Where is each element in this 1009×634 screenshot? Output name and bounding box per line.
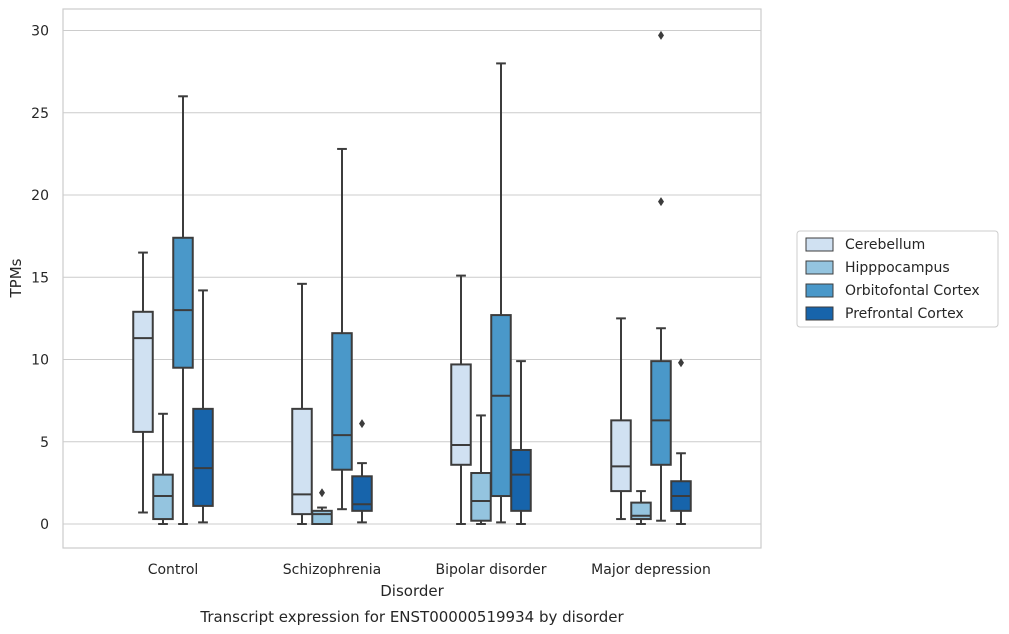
box-group	[510, 360, 532, 525]
plot-frame	[62, 8, 762, 549]
x-tick-label: Control	[148, 562, 199, 578]
box-group	[470, 414, 492, 525]
box-group	[152, 412, 174, 525]
box-group	[192, 289, 214, 524]
x-tick-labels: Control Schizophrenia Bipolar disorder Majo…	[148, 562, 711, 578]
box	[470, 472, 492, 522]
box	[132, 310, 154, 433]
box	[351, 475, 373, 512]
box	[490, 314, 512, 498]
outlier-point	[678, 358, 684, 368]
box	[311, 509, 333, 525]
legend-label: Prefrontal Cortex	[845, 306, 964, 322]
x-axis-label: Disorder	[380, 582, 444, 600]
outlier-point	[658, 197, 664, 207]
chart-caption: Transcript expression for ENST0000051993…	[199, 608, 624, 626]
legend-label: Cerebellum	[845, 237, 925, 253]
y-axis-label: TPMs	[7, 258, 25, 298]
y-tick-label: 15	[31, 270, 49, 286]
y-tick-label: 5	[40, 435, 49, 451]
legend: Cerebellum Hipppocampus Orbitofontal Corte…	[796, 230, 999, 328]
x-tick-label: Bipolar disorder	[435, 562, 546, 578]
box-group	[450, 274, 472, 525]
box	[291, 407, 313, 516]
outlier-point	[658, 30, 664, 40]
y-tick-labels: 0 5 10 15 20 25 30	[31, 24, 49, 534]
legend-swatch	[805, 260, 834, 275]
legend-frame	[796, 230, 999, 328]
box-group	[331, 147, 353, 511]
box-group	[670, 358, 692, 525]
box-group	[291, 282, 313, 525]
legend-swatch	[805, 306, 834, 321]
y-tick-label: 20	[31, 188, 49, 204]
y-tick-label: 0	[40, 517, 49, 533]
legend-label: Orbitofontal Cortex	[845, 283, 980, 299]
y-tick-label: 10	[31, 353, 49, 369]
box-group	[172, 95, 194, 525]
box-group	[351, 419, 373, 524]
box	[172, 236, 194, 369]
box-group	[610, 317, 632, 521]
box-group	[490, 62, 512, 524]
box	[650, 360, 672, 466]
box-group	[132, 251, 154, 514]
x-tick-label: Major depression	[591, 562, 711, 578]
boxes	[132, 30, 692, 525]
outlier-point	[319, 488, 325, 498]
y-tick-label: 30	[31, 24, 49, 40]
box	[450, 363, 472, 466]
x-tick-label: Schizophrenia	[283, 562, 381, 578]
box	[192, 407, 214, 507]
legend-label: Hipppocampus	[845, 260, 950, 276]
legend-swatch	[805, 237, 834, 252]
box-group	[630, 490, 652, 525]
y-tick-label: 25	[31, 106, 49, 122]
outlier-point	[359, 419, 365, 429]
box-group	[311, 488, 333, 525]
box	[331, 332, 353, 471]
box	[510, 448, 532, 512]
box-group	[650, 30, 672, 522]
box	[610, 419, 632, 493]
legend-swatch	[805, 283, 834, 298]
